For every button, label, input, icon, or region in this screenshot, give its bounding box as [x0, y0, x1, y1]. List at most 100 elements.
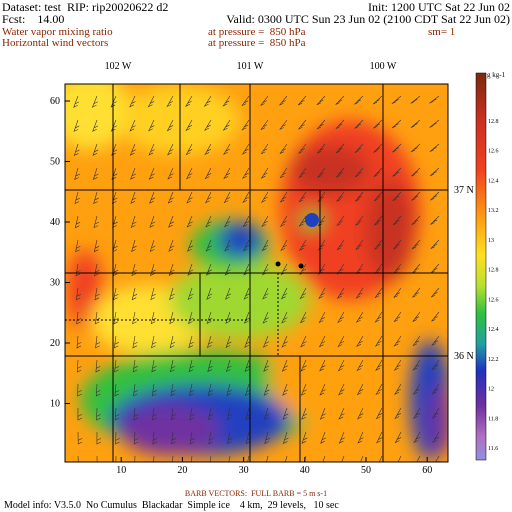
barb [375, 359, 383, 372]
barb [413, 431, 421, 444]
barb [95, 335, 101, 349]
barb [337, 311, 345, 324]
barb [411, 215, 421, 225]
barb [92, 167, 99, 181]
barb [73, 119, 80, 132]
barb [281, 311, 288, 324]
city [298, 263, 304, 269]
barb [206, 335, 213, 349]
barb [261, 215, 269, 228]
barb [374, 287, 383, 299]
barb [75, 239, 81, 253]
barb [242, 215, 250, 228]
barb [281, 335, 288, 348]
y-tick-label: 40 [50, 217, 60, 228]
colorbar-label: 12.4 [488, 178, 499, 184]
barb [393, 359, 402, 371]
barb [317, 167, 326, 178]
barb [74, 191, 81, 205]
barb [279, 119, 288, 130]
barb [131, 287, 138, 301]
init-time: Init: 1200 UTC Sat 22 Jun 02 [368, 0, 510, 14]
field-name: Water vapor mixing ratio [2, 26, 113, 38]
barb [151, 335, 157, 349]
barb [298, 119, 307, 130]
barb [394, 383, 402, 396]
barb [430, 191, 440, 201]
colorbar-label: 12.2 [488, 357, 499, 363]
barb [132, 335, 138, 349]
barb [354, 95, 364, 105]
barb [226, 407, 233, 421]
barb [172, 455, 174, 462]
colorbar-label: 12.6 [488, 297, 499, 303]
barb [113, 335, 119, 349]
latitude-label: 36 N [454, 351, 474, 362]
barb [263, 383, 270, 396]
barb-note: BARB VECTORS: FULL BARB = 5 m s-1 [185, 489, 327, 498]
barb [279, 191, 288, 203]
barb [300, 383, 307, 396]
barb [392, 167, 402, 177]
barb [412, 335, 421, 347]
barb [113, 287, 119, 301]
barb [186, 215, 193, 228]
barb [114, 383, 120, 397]
colorbar [475, 72, 487, 461]
barb [94, 311, 100, 325]
barb [319, 383, 326, 396]
border [65, 84, 448, 462]
road [65, 273, 279, 356]
barb [430, 239, 440, 249]
barb [264, 431, 270, 445]
barb [372, 95, 383, 105]
barb [410, 119, 421, 129]
barb [412, 359, 421, 371]
barb [335, 95, 345, 105]
barb [111, 143, 118, 156]
barb [204, 143, 212, 156]
barb [431, 335, 440, 346]
barb [374, 263, 383, 274]
barb [96, 407, 101, 421]
barb [412, 311, 421, 322]
barb [301, 407, 308, 420]
barb [336, 191, 345, 202]
y-tick-label: 60 [50, 96, 60, 107]
barb [77, 431, 83, 445]
barb [111, 191, 118, 205]
barb [432, 431, 440, 444]
barb [188, 359, 195, 373]
barb [336, 215, 345, 226]
barb [92, 119, 99, 132]
barb [410, 95, 421, 104]
barb [114, 359, 120, 373]
barb [373, 167, 383, 178]
barb [355, 311, 364, 323]
barb [169, 335, 176, 349]
colorbar-label: 13 [488, 238, 494, 244]
barb [354, 119, 364, 129]
barb [75, 263, 81, 277]
y-tick-label: 20 [50, 338, 60, 349]
barb [317, 191, 326, 202]
barb [262, 287, 269, 300]
barb [187, 287, 194, 300]
barb [412, 383, 421, 395]
barb [186, 167, 193, 180]
barb [242, 191, 250, 204]
barb [95, 383, 101, 397]
barb [357, 407, 364, 420]
barb [241, 95, 250, 106]
barb [299, 311, 307, 324]
barb [356, 335, 364, 348]
barb [393, 287, 402, 298]
barb [223, 167, 231, 180]
barb [297, 95, 307, 106]
barb [431, 383, 440, 395]
barb [282, 407, 289, 420]
x-tick-label: 10 [116, 465, 126, 476]
city [275, 261, 281, 267]
barb [208, 407, 214, 421]
barb [131, 239, 137, 253]
